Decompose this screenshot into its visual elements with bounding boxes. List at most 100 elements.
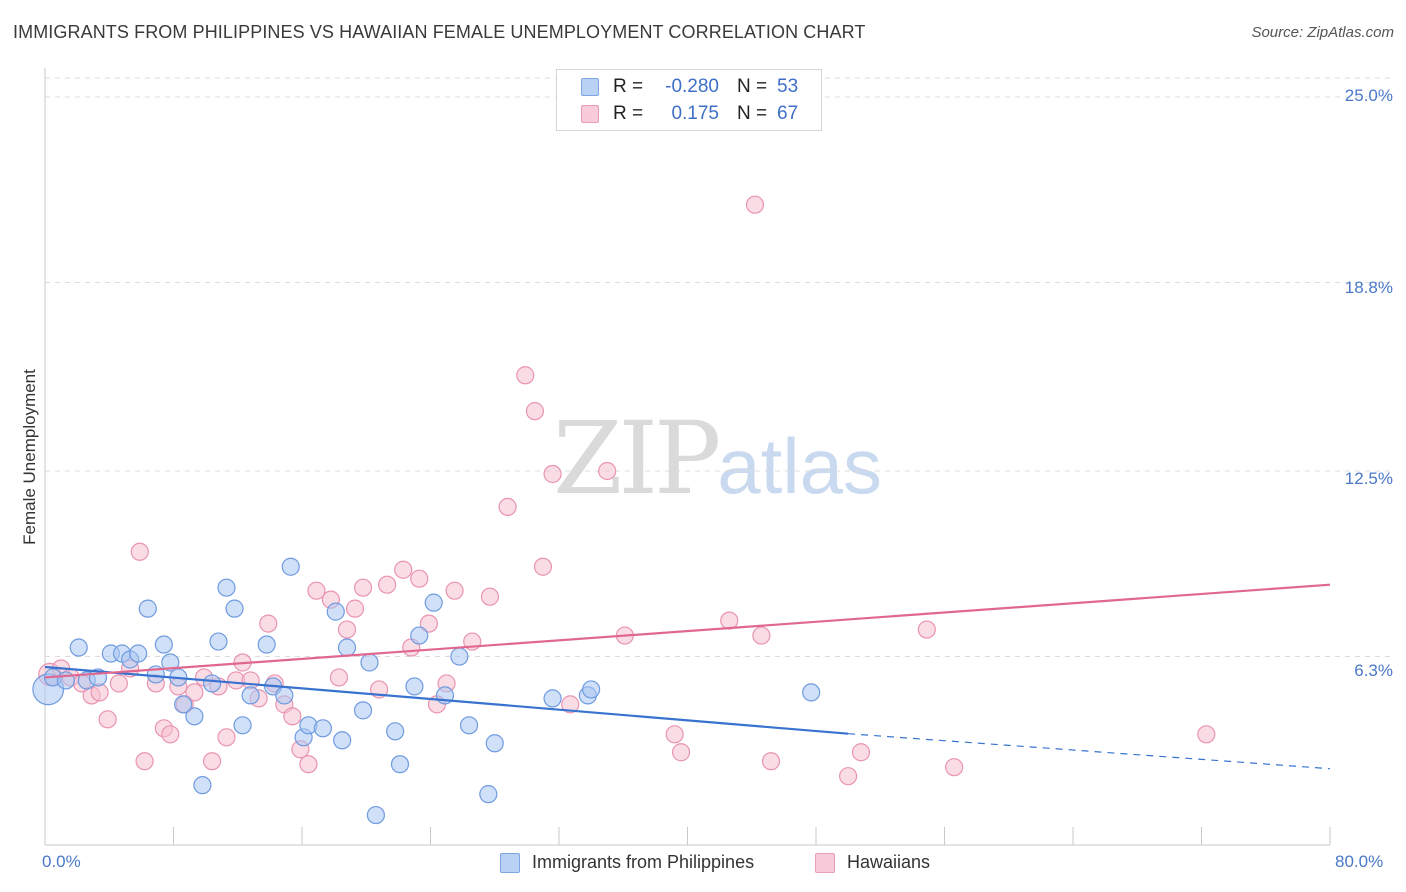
point-hawaiians-64: [917, 620, 936, 639]
legend-r-value: 0.175: [671, 103, 719, 124]
point-philippines-20: [217, 578, 236, 597]
point-philippines-12: [154, 635, 173, 654]
point-hawaiians-10: [135, 752, 154, 771]
point-hawaiians-18: [202, 752, 222, 771]
chart-source: Source: ZipAtlas.com: [1251, 24, 1394, 41]
y-tick-label-18-8: 18.8%: [1344, 278, 1393, 297]
point-philippines-45: [479, 785, 498, 804]
point-hawaiians-45: [445, 581, 464, 600]
bottom-legend-swatch-blue: [500, 852, 520, 873]
point-hawaiians-31: [307, 581, 326, 600]
point-philippines-16: [185, 707, 204, 726]
legend-r-label: R =: [613, 103, 644, 124]
y-tick-label-6-3: 6.3%: [1354, 661, 1393, 680]
watermark-zip: ZIP: [553, 400, 721, 517]
legend-n-value: 67: [777, 103, 799, 124]
point-philippines-39: [405, 677, 424, 696]
point-philippines-46: [485, 734, 504, 753]
point-hawaiians-34: [337, 620, 357, 639]
point-hawaiians-16: [185, 683, 204, 702]
point-philippines-13: [161, 653, 180, 672]
point-hawaiians-38: [378, 575, 397, 594]
point-hawaiians-53: [561, 695, 580, 714]
point-hawaiians-60: [752, 626, 771, 645]
point-philippines-40: [410, 626, 429, 645]
point-philippines-30: [313, 719, 332, 738]
point-hawaiians-33: [329, 668, 349, 687]
legend-row-philippines: R = -0.280 N = 53: [581, 75, 798, 99]
legend-swatch-blue: [581, 78, 599, 96]
point-philippines-21: [225, 599, 244, 618]
y-axis-label: Female Unemployment: [20, 369, 39, 545]
point-philippines-27: [281, 557, 300, 576]
point-philippines-44: [459, 716, 479, 735]
point-hawaiians-39: [394, 560, 413, 579]
y-tick-label-12-5: 12.5%: [1344, 469, 1393, 488]
point-hawaiians-30: [299, 755, 318, 774]
legend-n-value: 53: [777, 76, 799, 97]
bottom-legend-philippines: Immigrants from Philippines: [500, 852, 754, 873]
point-philippines-9: [129, 644, 148, 663]
point-hawaiians-41: [410, 569, 429, 588]
point-philippines-26: [275, 686, 294, 705]
chart-title: IMMIGRANTS FROM PHILIPPINES VS HAWAIIAN …: [13, 22, 866, 42]
point-philippines-50: [802, 683, 821, 702]
point-hawaiians-25: [259, 614, 278, 633]
point-philippines-10: [138, 599, 157, 618]
point-hawaiians-62: [839, 767, 858, 786]
x-tick-label-max: 80.0%: [1335, 852, 1384, 871]
point-philippines-49: [582, 680, 601, 699]
point-philippines-23: [241, 686, 260, 705]
point-hawaiians-52: [543, 464, 562, 484]
y-tick-label-25: 25.0%: [1344, 86, 1393, 105]
watermark-atlas: atlas: [717, 422, 883, 510]
point-hawaiians-13: [161, 725, 180, 744]
point-hawaiians-57: [671, 743, 691, 762]
point-philippines-37: [386, 722, 405, 741]
point-hawaiians-63: [851, 743, 871, 762]
legend-r-label: R =: [613, 76, 644, 97]
point-philippines-18: [202, 674, 222, 693]
point-hawaiians-54: [598, 461, 617, 481]
point-hawaiians-5: [90, 683, 109, 702]
point-hawaiians-59: [745, 195, 765, 214]
point-hawaiians-61: [761, 752, 781, 771]
trendline-philippines-extension: [848, 733, 1331, 770]
point-hawaiians-35: [345, 599, 365, 618]
point-philippines-15: [174, 695, 193, 714]
legend-row-hawaiians: R = 0.175 N = 67: [581, 102, 798, 126]
legend-n-label: N =: [737, 103, 768, 124]
x-tick-label-min: 0.0%: [42, 852, 81, 871]
point-hawaiians-20: [217, 728, 236, 747]
point-hawaiians-6: [98, 710, 117, 729]
bottom-legend-hawaiians: Hawaiians: [815, 852, 930, 873]
point-hawaiians-7: [109, 674, 128, 693]
legend-swatch-pink: [581, 105, 599, 123]
point-hawaiians-48: [498, 497, 517, 517]
point-philippines-35: [360, 653, 379, 672]
legend-n-label: N =: [737, 76, 768, 97]
point-philippines-31: [326, 602, 345, 621]
point-philippines-19: [209, 632, 228, 651]
trendline-philippines: [44, 665, 849, 735]
point-philippines-43: [450, 647, 469, 666]
point-hawaiians-50: [525, 402, 545, 421]
point-hawaiians-66: [1197, 725, 1216, 744]
point-philippines-3: [69, 638, 88, 657]
legend-r-value: -0.280: [665, 76, 719, 97]
point-hawaiians-36: [353, 578, 373, 597]
correlation-legend: R = -0.280 N = 53 R = 0.175 N = 67: [556, 69, 822, 131]
point-philippines-47: [543, 689, 562, 708]
point-philippines-38: [390, 755, 410, 774]
point-hawaiians-47: [480, 587, 500, 606]
point-philippines-32: [333, 731, 352, 750]
point-hawaiians-65: [945, 758, 964, 777]
point-philippines-24: [257, 635, 276, 654]
bottom-legend-swatch-pink: [815, 852, 835, 873]
point-philippines-41: [424, 593, 443, 612]
point-philippines-36: [366, 805, 385, 825]
point-hawaiians-51: [533, 557, 553, 576]
watermark: ZIPatlas: [553, 400, 882, 517]
